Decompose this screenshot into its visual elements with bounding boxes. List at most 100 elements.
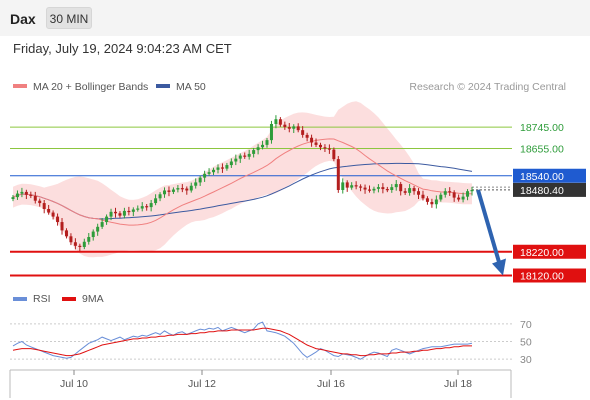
candle-body <box>149 203 153 208</box>
candle-body <box>109 211 113 217</box>
forecast-arrow <box>476 189 506 276</box>
candle-body <box>207 172 211 174</box>
candle-body <box>73 242 77 246</box>
candle-body <box>390 187 394 190</box>
header-bar <box>0 0 590 36</box>
candle-body <box>301 130 305 135</box>
candle-body <box>82 241 86 247</box>
candle-body <box>439 194 443 200</box>
candle-body <box>51 212 55 217</box>
candle-body <box>56 216 60 223</box>
candle-body <box>122 210 126 216</box>
candle-body <box>47 209 51 213</box>
candle-body <box>269 123 273 141</box>
ma50-legend-label: MA 50 <box>176 81 206 93</box>
ma9-legend-swatch <box>62 297 76 301</box>
candle-body <box>220 167 224 169</box>
candle-body <box>198 177 202 183</box>
candle-body <box>15 193 19 198</box>
candle-body <box>194 182 198 186</box>
support-label-bg <box>513 268 586 283</box>
candle-body <box>176 188 180 190</box>
candle-body <box>417 191 421 195</box>
candle-body <box>180 188 184 190</box>
candle-body <box>403 191 407 193</box>
candle-body <box>457 197 461 200</box>
rsi-tick-label: 70 <box>520 319 532 331</box>
candle-body <box>154 198 158 204</box>
candle-body <box>314 142 318 145</box>
candle-body <box>341 182 345 190</box>
candle-body <box>318 144 322 148</box>
candle-body <box>385 189 389 191</box>
candle-body <box>118 213 122 216</box>
candle-body <box>91 231 95 238</box>
candle-body <box>283 124 287 128</box>
candle-body <box>33 195 37 201</box>
candle-body <box>105 216 109 223</box>
candle-body <box>399 184 403 192</box>
candle-body <box>189 185 193 191</box>
candle-body <box>466 191 470 197</box>
candle-body <box>212 169 216 173</box>
candle-body <box>372 188 376 191</box>
interval-button[interactable]: 30 MIN <box>46 7 92 29</box>
rsi-line <box>12 321 473 360</box>
candle-body <box>461 196 465 200</box>
candle-body <box>60 222 64 231</box>
ma50-legend-swatch <box>156 84 170 88</box>
copyright-text: Research © 2024 Trading Central <box>409 81 566 93</box>
candle-body <box>265 140 269 145</box>
candle-body <box>381 187 385 190</box>
rsi-tick-label: 50 <box>520 337 532 349</box>
candle-body <box>336 159 340 190</box>
candle-body <box>171 189 175 192</box>
candle-body <box>421 194 425 199</box>
rsi-legend-label: RSI <box>33 293 51 305</box>
last-label: 18480.40 <box>520 185 564 197</box>
candle-body <box>256 147 260 151</box>
forecast-arrow-shaft <box>476 189 502 267</box>
candle-body <box>354 185 358 187</box>
resistance-label: 18745.00 <box>520 122 564 134</box>
candle-body <box>24 191 28 195</box>
candle-body <box>425 198 429 202</box>
candle-body <box>305 134 309 138</box>
candle-body <box>443 191 447 195</box>
candle-body <box>229 161 233 166</box>
rsi-tick-label: 30 <box>520 354 532 366</box>
candle-body <box>368 189 372 191</box>
pivot-label: 18540.00 <box>520 171 564 183</box>
rsi-legend-swatch <box>13 297 27 301</box>
candle-body <box>434 199 438 205</box>
ma20-legend-label: MA 20 + Bollinger Bands <box>33 81 148 93</box>
resistance-label: 18655.00 <box>520 143 564 155</box>
candle-body <box>247 153 251 157</box>
candle-body <box>332 149 336 160</box>
candle-body <box>292 126 296 129</box>
candle-body <box>11 197 15 200</box>
chart-legend: MA 20 + Bollinger Bands MA 50 Research ©… <box>13 81 566 305</box>
candle-body <box>38 200 42 204</box>
candle-body <box>131 209 135 212</box>
candle-body <box>452 192 456 198</box>
candle-body <box>203 173 207 178</box>
candle-body <box>29 194 33 196</box>
candle-body <box>136 208 140 210</box>
candle-body <box>20 191 24 194</box>
forecast-arrow-head <box>492 258 506 276</box>
candle-body <box>412 188 416 192</box>
candle-body <box>261 144 265 148</box>
candle-body <box>430 201 434 205</box>
moving-averages <box>12 138 473 226</box>
candle-body <box>225 165 229 169</box>
ma20-legend-swatch <box>13 84 27 88</box>
x-tick-label: Jul 12 <box>188 378 216 390</box>
candle-body <box>64 230 68 237</box>
candle-body <box>113 211 117 214</box>
last-label-bg <box>513 182 586 197</box>
candle-body <box>145 206 149 208</box>
x-axis: Jul 10 Jul 12 Jul 16 Jul 18 <box>9 369 512 398</box>
x-tick-label: Jul 16 <box>317 378 345 390</box>
candle-body <box>87 237 91 242</box>
